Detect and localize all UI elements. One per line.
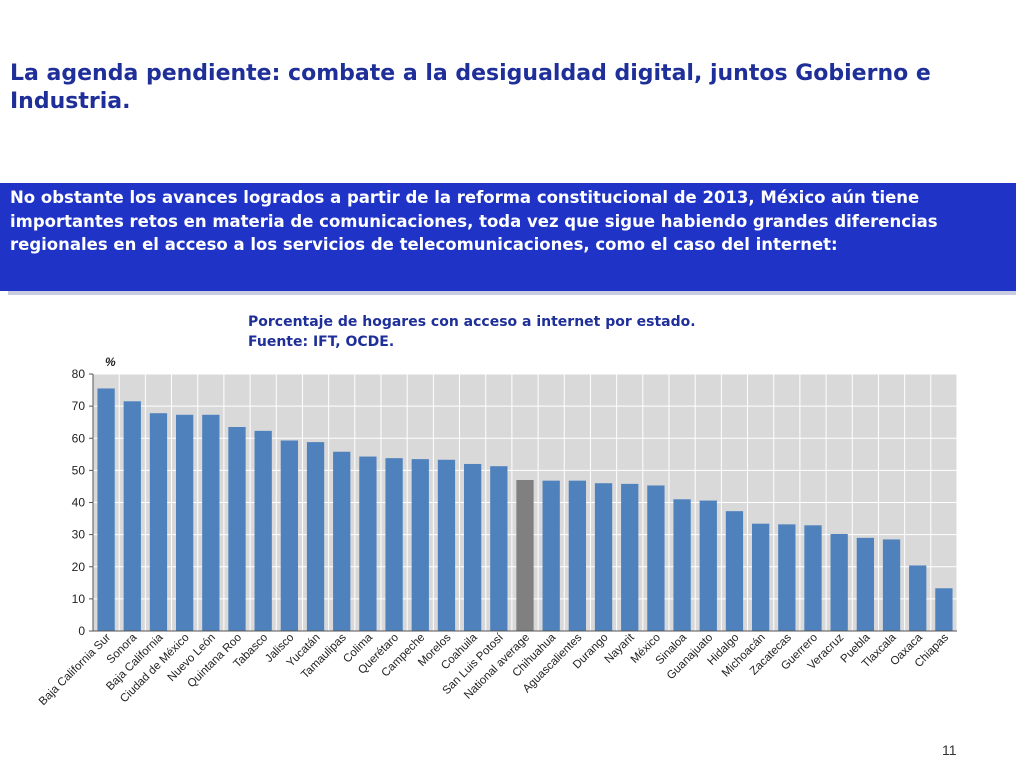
- bar: [909, 565, 927, 631]
- bar: [280, 440, 299, 631]
- bar: [751, 523, 770, 631]
- bar: [463, 463, 482, 631]
- y-tick-label: 20: [72, 560, 86, 574]
- y-tick-label: 0: [78, 624, 85, 638]
- bar: [935, 588, 953, 631]
- chart-caption: Porcentaje de hogares con acceso a inter…: [248, 312, 696, 352]
- y-tick-label: 80: [72, 367, 86, 381]
- slide-title: La agenda pendiente: combate a la desigu…: [10, 61, 931, 114]
- y-axis-unit-label: %: [105, 355, 116, 369]
- y-tick-label: 40: [72, 496, 86, 510]
- chart-caption-source: Fuente: IFT, OCDE.: [248, 334, 395, 350]
- chart-caption-title: Porcentaje de hogares con acceso a inter…: [248, 314, 696, 330]
- intro-text-box: No obstante los avances logrados a parti…: [0, 183, 1016, 295]
- bar: [699, 500, 717, 631]
- bar: [411, 459, 429, 631]
- chart-container: 0 10 20 30 40 50 60 70 80% Baja California Sur Son…: [0, 350, 1024, 740]
- bar: [437, 459, 456, 631]
- bar: [149, 413, 168, 631]
- bar: [333, 451, 351, 631]
- x-tick-label: Baja California Sur: [37, 632, 113, 708]
- bar: [254, 430, 272, 631]
- bar: [306, 442, 325, 631]
- bar: [804, 525, 822, 631]
- bar: [568, 480, 587, 631]
- bar: [778, 524, 796, 631]
- bar: [202, 414, 220, 631]
- y-tick-label: 60: [72, 431, 86, 445]
- y-tick-label: 10: [72, 592, 86, 606]
- y-tick-label: 70: [72, 399, 86, 413]
- bar: [621, 483, 639, 631]
- y-tick-label: 30: [72, 528, 86, 542]
- bar: [175, 414, 194, 631]
- bar: [516, 480, 534, 631]
- bar: [385, 458, 403, 631]
- bar: [542, 480, 560, 631]
- y-tick-label: 50: [72, 463, 86, 477]
- bar: [123, 401, 141, 631]
- bar: [856, 537, 875, 631]
- bar: [97, 388, 115, 631]
- bar: [594, 483, 613, 631]
- bar: [725, 511, 744, 631]
- bar: [490, 466, 508, 631]
- bar: [647, 485, 665, 631]
- bar: [673, 499, 691, 631]
- bar: [359, 456, 377, 631]
- bar: [228, 427, 246, 631]
- page-number: 11: [942, 742, 957, 758]
- bar: [830, 533, 848, 631]
- intro-text: No obstante los avances logrados a parti…: [10, 188, 938, 254]
- bar: [882, 539, 901, 631]
